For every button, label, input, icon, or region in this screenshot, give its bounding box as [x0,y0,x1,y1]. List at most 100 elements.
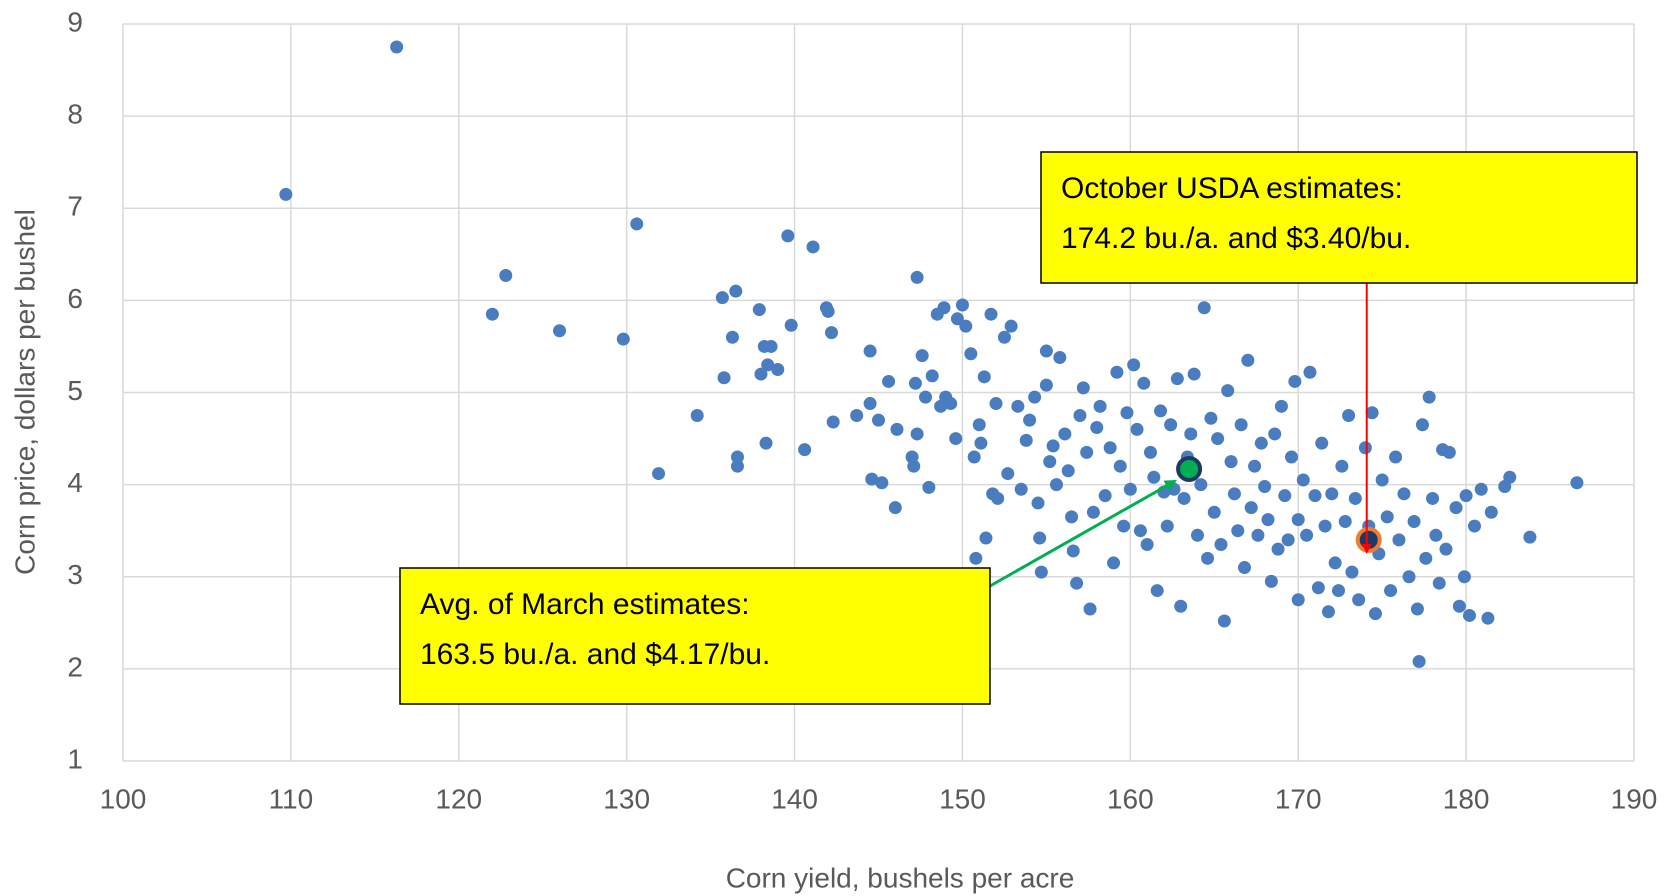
point [1468,519,1482,533]
point [1033,531,1047,545]
point [1154,404,1168,418]
point [908,376,922,390]
point [1449,501,1463,515]
point [1281,533,1295,547]
point [882,374,896,388]
point [1093,399,1107,413]
point [1384,584,1398,598]
point [1103,441,1117,455]
y-tick-label: 1 [67,743,83,774]
annotation-box [1040,151,1638,284]
point [1031,496,1045,510]
point [1348,491,1362,505]
point [1028,390,1042,404]
point [1368,607,1382,621]
point [1254,436,1268,450]
point [1412,655,1426,669]
x-tick-label: 130 [603,783,650,814]
point [1422,390,1436,404]
point [1039,378,1053,392]
point [1321,605,1335,619]
point [1090,421,1104,435]
point [730,450,744,464]
point [937,301,951,315]
point [1338,514,1352,528]
point [1211,432,1225,446]
x-tick-label: 110 [269,783,314,814]
point [888,501,902,515]
point [499,269,513,283]
point [824,326,838,340]
point [1133,524,1147,538]
y-tick-label: 7 [67,191,83,222]
point [1474,482,1488,496]
point [1365,406,1379,420]
point [1147,470,1161,484]
point [1484,505,1498,519]
point [1204,411,1218,425]
point [1410,602,1424,616]
point [944,397,958,411]
point [1439,542,1453,556]
point [955,298,969,312]
point [725,330,739,344]
point [1034,565,1048,579]
point [1392,533,1406,547]
point [1315,436,1329,450]
point [1143,445,1157,459]
point [1187,367,1201,381]
point [1462,608,1476,622]
point [1291,593,1305,607]
point [1076,381,1090,395]
point [989,397,1003,411]
point [979,531,993,545]
point [875,476,889,490]
highlight-point [1176,455,1203,482]
x-tick-label: 160 [1107,783,1154,814]
point [964,347,978,361]
point [1328,556,1342,570]
point [279,187,293,201]
point [1197,301,1211,315]
point [1083,602,1097,616]
point [1459,489,1473,503]
point [1214,538,1228,552]
point [1098,489,1112,503]
point [872,413,885,427]
point [1432,576,1446,590]
point [863,344,877,358]
point [890,422,904,436]
point [553,324,567,338]
x-tick-label: 100 [100,783,147,814]
point [925,369,939,383]
point [919,390,933,404]
point [1397,487,1411,501]
point [1251,528,1265,542]
point [1570,476,1584,490]
point [1086,505,1100,519]
point [1127,358,1141,372]
point [959,319,973,333]
y-tick-label: 6 [67,283,83,314]
point [821,304,835,318]
point [1457,570,1471,584]
point [761,358,775,372]
point [1481,611,1495,625]
point [1402,570,1416,584]
x-tick-label: 170 [1275,783,1322,814]
point [754,367,768,381]
point [1014,482,1028,496]
point [1120,406,1134,420]
y-tick-label: 9 [67,6,83,37]
point [865,472,879,486]
point [1332,584,1346,598]
point [1137,376,1151,390]
point [1325,487,1339,501]
point [1170,372,1184,386]
point [1415,418,1429,432]
x-tick-label: 180 [1443,783,1490,814]
point [1335,459,1349,473]
point [1140,538,1154,552]
